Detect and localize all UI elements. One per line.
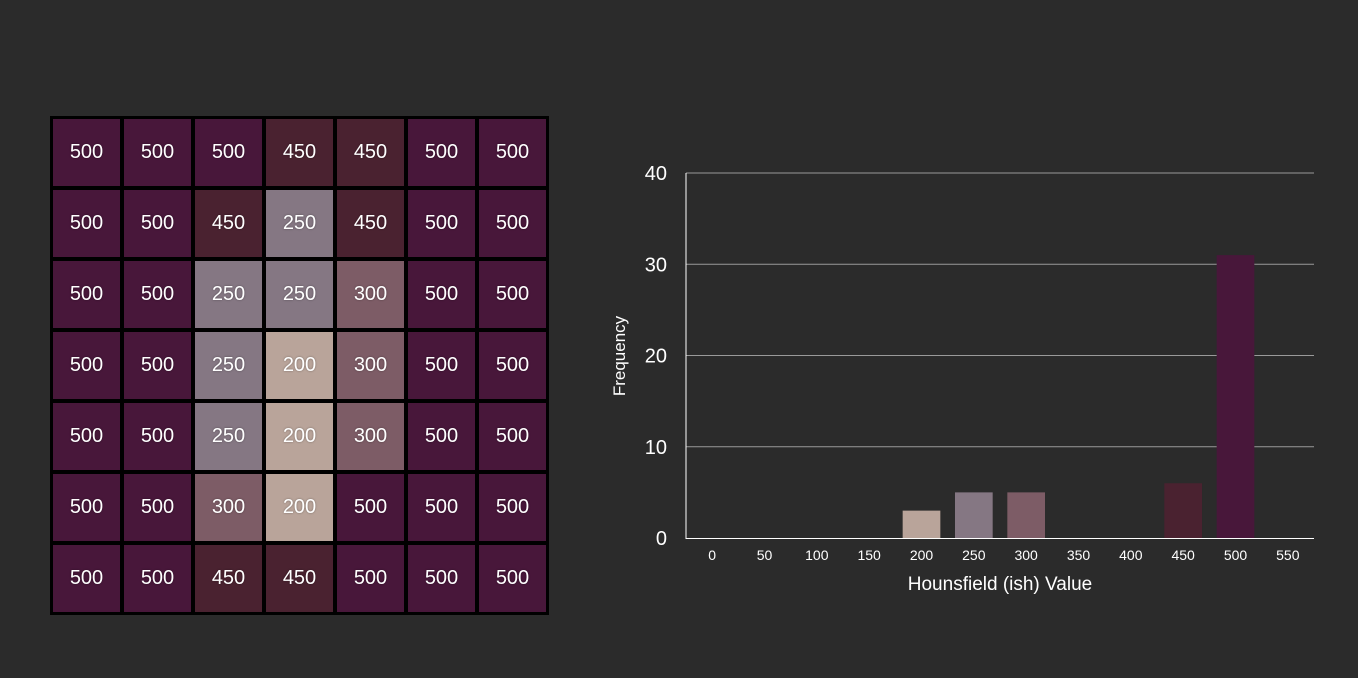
grid-cell: 500	[337, 545, 404, 612]
grid-cell: 500	[53, 403, 120, 470]
grid-cell: 450	[337, 119, 404, 186]
x-tick-label: 450	[1171, 547, 1195, 563]
x-tick-label: 100	[805, 547, 829, 563]
x-tick-label: 500	[1224, 547, 1248, 563]
grid-cell: 500	[408, 261, 475, 328]
grid-cell: 300	[337, 332, 404, 399]
x-axis-ticks: 0 50 100 150 200 250 300 350 400 450 500 550	[708, 547, 1299, 563]
grid-cell: 300	[337, 261, 404, 328]
histogram-chart: 0 10 20 30 40 0 50 100 150 200 250 300 350 400 450 500…	[610, 163, 1314, 595]
grid-cell: 500	[124, 332, 191, 399]
grid-cell: 500	[124, 545, 191, 612]
grid-cell: 250	[266, 190, 333, 257]
grid-cell: 450	[195, 190, 262, 257]
y-tick-label: 0	[656, 528, 667, 550]
grid-cell: 450	[266, 119, 333, 186]
grid-cell: 500	[124, 261, 191, 328]
grid-cell: 500	[479, 403, 546, 470]
grid-cell: 450	[337, 190, 404, 257]
grid-cell: 250	[195, 332, 262, 399]
grid-cell: 500	[479, 474, 546, 541]
grid-cell: 500	[479, 119, 546, 186]
grid-cell: 500	[408, 403, 475, 470]
grid-cell: 250	[195, 403, 262, 470]
grid-cell: 250	[266, 261, 333, 328]
grid-cell: 500	[53, 190, 120, 257]
x-tick-label: 200	[910, 547, 934, 563]
grid-cell: 500	[479, 545, 546, 612]
x-tick-label: 0	[708, 547, 716, 563]
grid-cell: 200	[266, 403, 333, 470]
x-tick-label: 150	[857, 547, 881, 563]
grid-cell: 500	[479, 332, 546, 399]
grid-cell: 500	[408, 545, 475, 612]
grid-cell: 500	[124, 474, 191, 541]
y-tick-label: 40	[645, 163, 667, 185]
grid-cell: 500	[53, 545, 120, 612]
y-tick-label: 30	[645, 254, 667, 276]
grid-cell: 200	[266, 332, 333, 399]
pixel-value-grid: 500 500 500 450 450 500 500 500 500 450 250 450 500 5…	[50, 116, 549, 615]
x-tick-label: 300	[1014, 547, 1038, 563]
x-tick-label: 350	[1067, 547, 1091, 563]
histogram-bar	[902, 510, 941, 538]
grid-cell: 250	[195, 261, 262, 328]
grid-cell: 500	[53, 119, 120, 186]
grid-cell: 500	[479, 261, 546, 328]
histogram-bar	[1007, 492, 1046, 538]
y-axis-ticks: 0 10 20 30 40	[645, 163, 667, 550]
grid-cell: 500	[479, 190, 546, 257]
chart-gridlines	[686, 172, 1314, 448]
grid-cell: 500	[124, 119, 191, 186]
grid-cell: 300	[195, 474, 262, 541]
histogram-bar	[1216, 255, 1255, 538]
grid-cell: 300	[337, 403, 404, 470]
grid-cell: 500	[195, 119, 262, 186]
y-axis-label: Frequency	[610, 315, 629, 396]
grid-cell: 500	[408, 119, 475, 186]
histogram-bar	[954, 492, 993, 538]
x-tick-label: 50	[757, 547, 773, 563]
grid-cell: 500	[53, 474, 120, 541]
grid-cell: 500	[408, 190, 475, 257]
grid-cell: 450	[195, 545, 262, 612]
x-tick-label: 400	[1119, 547, 1143, 563]
x-tick-label: 550	[1276, 547, 1300, 563]
grid-cell: 500	[124, 403, 191, 470]
x-tick-label: 250	[962, 547, 986, 563]
chart-bars	[902, 255, 1255, 538]
grid-cell: 450	[266, 545, 333, 612]
histogram-bar	[1164, 483, 1203, 538]
grid-cell: 500	[337, 474, 404, 541]
grid-cell: 500	[408, 332, 475, 399]
y-tick-label: 10	[645, 437, 667, 459]
grid-cell: 500	[53, 261, 120, 328]
grid-cell: 200	[266, 474, 333, 541]
grid-cell: 500	[124, 190, 191, 257]
grid-cell: 500	[53, 332, 120, 399]
x-axis-label: Hounsfield (ish) Value	[908, 574, 1092, 595]
y-tick-label: 20	[645, 346, 667, 368]
grid-cell: 500	[408, 474, 475, 541]
